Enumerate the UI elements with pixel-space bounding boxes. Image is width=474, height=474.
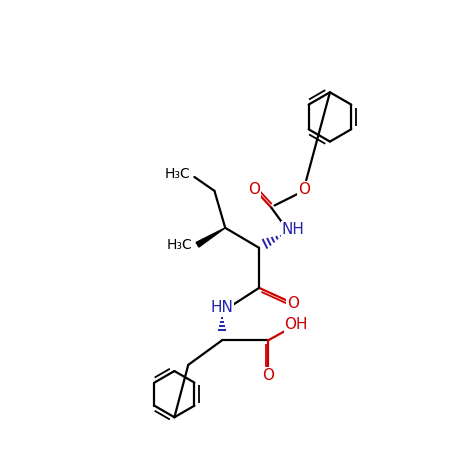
Text: HN: HN	[211, 301, 234, 315]
Text: OH: OH	[284, 317, 308, 332]
Text: NH: NH	[282, 222, 304, 237]
Text: O: O	[248, 182, 261, 197]
Text: H₃C: H₃C	[164, 167, 191, 181]
Text: H₃C: H₃C	[166, 238, 192, 252]
Text: O: O	[287, 296, 299, 311]
Polygon shape	[196, 228, 225, 247]
Text: O: O	[298, 182, 310, 197]
Text: O: O	[262, 368, 274, 383]
